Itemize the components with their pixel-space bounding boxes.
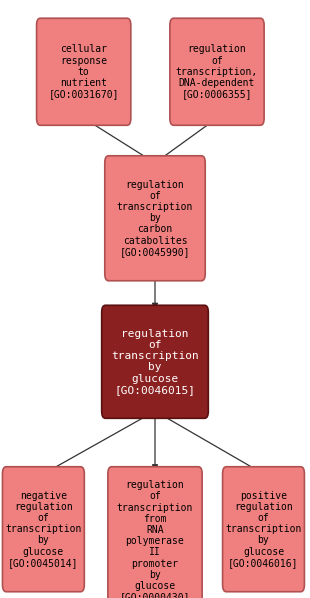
FancyBboxPatch shape (37, 19, 131, 126)
FancyBboxPatch shape (170, 19, 264, 126)
Text: positive
regulation
of
transcription
by
glucose
[GO:0046016]: positive regulation of transcription by … (225, 490, 302, 568)
Text: negative
regulation
of
transcription
by
glucose
[GO:0045014]: negative regulation of transcription by … (5, 490, 82, 568)
Text: cellular
response
to
nutrient
[GO:0031670]: cellular response to nutrient [GO:003167… (48, 44, 119, 99)
Text: regulation
of
transcription,
DNA-dependent
[GO:0006355]: regulation of transcription, DNA-depende… (176, 44, 258, 99)
Text: regulation
of
transcription
from
RNA
polymerase
II
promoter
by
glucose
[GO:00004: regulation of transcription from RNA pol… (117, 480, 193, 598)
FancyBboxPatch shape (105, 156, 205, 281)
Text: regulation
of
transcription
by
glucose
[GO:0046015]: regulation of transcription by glucose [… (111, 329, 199, 395)
FancyBboxPatch shape (108, 466, 202, 598)
Text: regulation
of
transcription
by
carbon
catabolites
[GO:0045990]: regulation of transcription by carbon ca… (117, 179, 193, 257)
FancyBboxPatch shape (2, 466, 84, 592)
FancyBboxPatch shape (223, 466, 304, 592)
FancyBboxPatch shape (102, 305, 208, 419)
